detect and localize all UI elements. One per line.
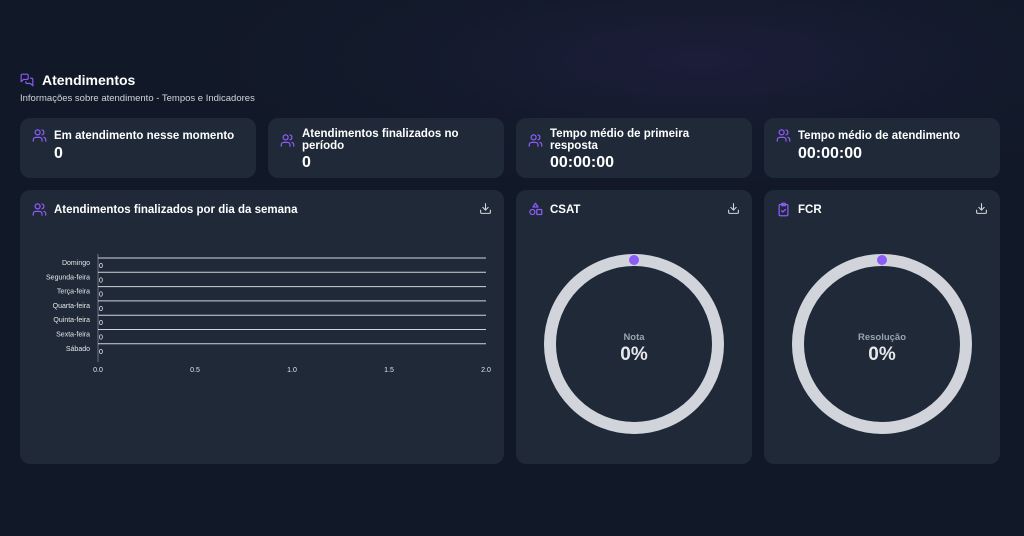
value-label: 0 xyxy=(99,306,103,313)
kpi-card-in-progress: Em atendimento nesse momento 0 xyxy=(20,118,256,178)
kpi-value: 0 xyxy=(54,145,63,162)
users-icon xyxy=(32,128,47,143)
gauge-value: 0% xyxy=(620,344,648,365)
kpi-value: 00:00:00 xyxy=(798,145,863,162)
x-tick-label: 0.5 xyxy=(190,367,200,374)
x-tick-label: 0.0 xyxy=(93,367,103,374)
kpi-value: 0 xyxy=(302,154,311,171)
value-label: 0 xyxy=(99,335,103,342)
chat-icon xyxy=(20,73,34,87)
users-icon xyxy=(776,128,791,143)
kpi-card-finished: Atendimentos finalizados no período 0 xyxy=(268,118,504,178)
value-label: 0 xyxy=(99,263,103,270)
category-label: Quinta-feira xyxy=(53,317,90,324)
panel-title: CSAT xyxy=(550,203,581,216)
kpi-label: Tempo médio de atendimento xyxy=(798,129,961,142)
gauge-label: Nota xyxy=(623,332,645,343)
fcr-gauge: Resolução 0% xyxy=(764,190,1000,464)
gauge-indicator xyxy=(877,255,887,265)
category-label: Sábado xyxy=(66,346,90,353)
value-label: 0 xyxy=(99,320,103,327)
category-label: Terça-feira xyxy=(57,289,90,296)
value-label: 0 xyxy=(99,292,103,299)
kpi-card-first-response: Tempo médio de primeira resposta 00:00:0… xyxy=(516,118,752,178)
download-icon[interactable] xyxy=(727,202,740,220)
gauge-label: Resolução xyxy=(857,332,907,343)
csat-gauge-ring xyxy=(544,254,724,434)
fcr-panel: FCR Resolução 0% xyxy=(764,190,1000,464)
kpi-value: 00:00:00 xyxy=(550,154,615,171)
clipboard-check-icon xyxy=(776,202,791,217)
page-subtitle: Informações sobre atendimento - Tempos e… xyxy=(20,93,255,104)
category-label: Segunda-feira xyxy=(46,274,90,281)
download-icon[interactable] xyxy=(975,202,988,220)
kpi-label: Em atendimento nesse momento xyxy=(54,129,235,142)
category-label: Quarta-feira xyxy=(53,303,90,310)
kpi-label: Tempo médio de primeira resposta xyxy=(550,128,690,152)
page-title: Atendimentos xyxy=(42,72,136,88)
kpi-label: Atendimentos finalizados no período xyxy=(302,128,459,152)
panel-title: FCR xyxy=(798,203,822,216)
kpi-card-avg-time: Tempo médio de atendimento 00:00:00 xyxy=(764,118,1000,178)
weekday-bar-chart: Domingo 0 Segunda-feira 0 Terça-feira 0 Quarta… xyxy=(46,254,491,374)
x-tick-label: 1.5 xyxy=(384,367,394,374)
value-label: 0 xyxy=(99,277,103,284)
users-icon xyxy=(528,133,543,148)
gauge-value: 0% xyxy=(868,344,896,365)
gauge-indicator xyxy=(629,255,639,265)
x-tick-label: 1.0 xyxy=(287,367,297,374)
category-label: Sexta-feira xyxy=(56,332,90,339)
csat-gauge: Nota 0% xyxy=(516,190,752,464)
download-icon[interactable] xyxy=(479,202,492,220)
shapes-icon xyxy=(528,202,543,217)
panel-title: Atendimentos finalizados por dia da sema… xyxy=(54,203,298,216)
value-label: 0 xyxy=(99,349,103,356)
page-header: Atendimentos Informações sobre atendimen… xyxy=(20,72,255,104)
users-icon xyxy=(32,202,47,217)
fcr-gauge-ring xyxy=(792,254,972,434)
x-tick-label: 2.0 xyxy=(481,367,491,374)
users-icon xyxy=(280,133,295,148)
csat-panel: CSAT Nota 0% xyxy=(516,190,752,464)
category-label: Domingo xyxy=(62,260,90,267)
weekday-chart-panel: Atendimentos finalizados por dia da sema… xyxy=(20,190,504,464)
